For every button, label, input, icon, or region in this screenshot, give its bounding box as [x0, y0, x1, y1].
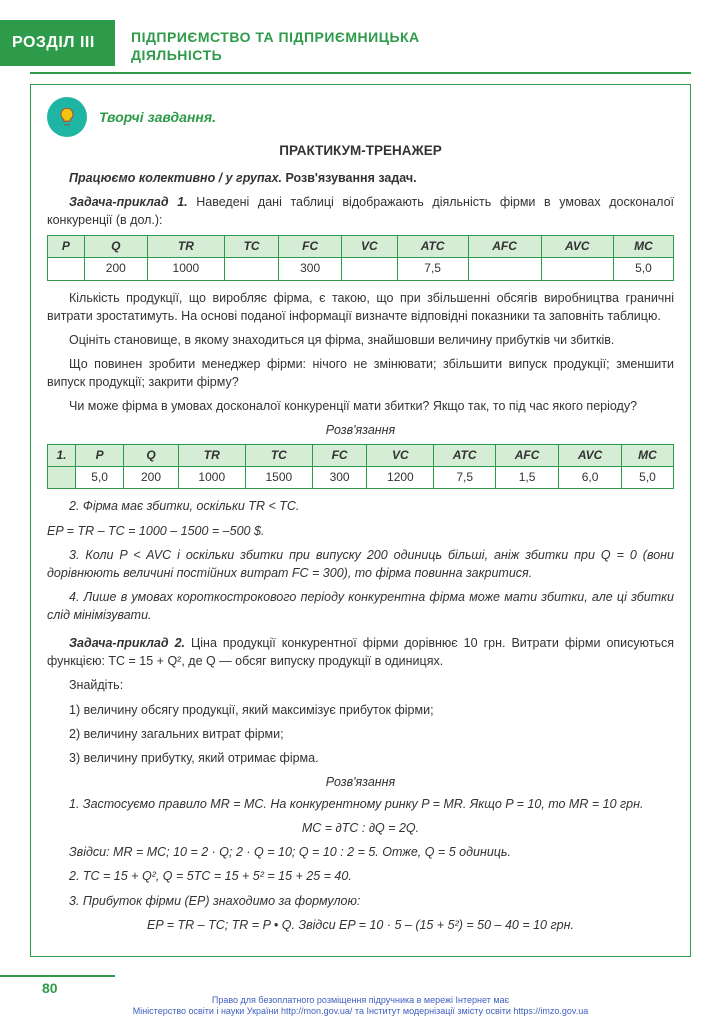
table-2: 1. P Q TR TC FC VC ATC AFC AVC MC 5,0 20… [47, 444, 674, 490]
task2-s2: 2. TC = 15 + Q², Q = 5TC = 15 + 5² = 15 … [47, 867, 674, 885]
th: FC [312, 444, 367, 466]
td: 1,5 [495, 466, 558, 488]
task1-p1: Кількість продукції, що виробляє фірма, … [47, 289, 674, 325]
content-box: Творчі завдання. ПРАКТИКУМ-ТРЕНАЖЕР Прац… [30, 84, 691, 957]
creative-task-header: Творчі завдання. [47, 97, 674, 137]
td [468, 258, 541, 280]
th: TC [225, 235, 279, 257]
task2-s3: 3. Прибуток фірми (EP) знаходимо за форм… [47, 892, 674, 910]
td [225, 258, 279, 280]
th: AVC [541, 235, 613, 257]
task1-intro: Задача-приклад 1. Наведені дані таблиці … [47, 193, 674, 229]
td: 200 [124, 466, 179, 488]
task2-find: Знайдіть: [47, 676, 674, 694]
th: Q [84, 235, 147, 257]
page-root: РОЗДІЛ ІІІ ПІДПРИЄМСТВО ТА ПІДПРИЄМНИЦЬК… [0, 0, 721, 1006]
td: 300 [279, 258, 342, 280]
page-number: 80 [0, 980, 691, 996]
footer-line1: Право для безоплатного розміщення підруч… [0, 995, 721, 1007]
th: FC [279, 235, 342, 257]
task1-s4: 4. Лише в умовах короткострокового періо… [47, 588, 674, 624]
td: 1500 [245, 466, 312, 488]
task2-intro: Задача-приклад 2. Ціна продукції конкуре… [47, 634, 674, 670]
td [541, 258, 613, 280]
td: 1000 [147, 258, 224, 280]
th: ATC [397, 235, 468, 257]
task2-s1: 1. Застосуємо правило MR = MC. На конкур… [47, 795, 674, 813]
td: 1000 [178, 466, 245, 488]
td-rownum [48, 466, 76, 488]
task1-p2: Оцініть становище, в якому знаходиться ц… [47, 331, 674, 349]
task1-s2b: EP = TR – TC = 1000 – 1500 = –500 $. [47, 522, 674, 540]
group-work-line: Працюємо колективно / у групах. Розв'язу… [47, 169, 674, 187]
td: 300 [312, 466, 367, 488]
th: VC [367, 444, 434, 466]
task2-i3: 3) величину прибутку, який отримає фірма… [47, 749, 674, 767]
task1-s2: 2. Фірма має збитки, оскільки TR < TC. [47, 497, 674, 515]
td: 7,5 [397, 258, 468, 280]
th: ATC [434, 444, 496, 466]
th: MC [614, 235, 674, 257]
header-rule [30, 72, 691, 74]
page-number-block: 80 [0, 975, 691, 996]
th: Q [124, 444, 179, 466]
task1-s3: 3. Коли P < AVC і оскільки збитки при ви… [47, 546, 674, 582]
th: TR [147, 235, 224, 257]
task2-eq1: MC = ∂TC : ∂Q = 2Q. [47, 819, 674, 837]
practicum-title: ПРАКТИКУМ-ТРЕНАЖЕР [47, 141, 674, 161]
td [48, 258, 85, 280]
th-rownum: 1. [48, 444, 76, 466]
td [342, 258, 398, 280]
chapter-title-line2: ДІЯЛЬНІСТЬ [131, 47, 222, 63]
table-row: 5,0 200 1000 1500 300 1200 7,5 1,5 6,0 5… [48, 466, 674, 488]
th: P [48, 235, 85, 257]
footer-line2: Міністерство освіти і науки України http… [0, 1006, 721, 1018]
table-row: P Q TR TC FC VC ATC AFC AVC MC [48, 235, 674, 257]
task2-label: Задача-приклад 2. [69, 636, 185, 650]
td: 5,0 [614, 258, 674, 280]
lightbulb-icon [47, 97, 87, 137]
td: 6,0 [559, 466, 622, 488]
th: TR [178, 444, 245, 466]
th: AVC [559, 444, 622, 466]
td: 5,0 [621, 466, 673, 488]
solution-label-2: Розв'язання [47, 773, 674, 791]
section-tab: РОЗДІЛ ІІІ [0, 20, 115, 66]
task2-i1: 1) величину обсягу продукції, який макси… [47, 701, 674, 719]
solution-label-1: Розв'язання [47, 421, 674, 439]
task1-p3: Що повинен зробити менеджер фірми: нічог… [47, 355, 674, 391]
th: VC [342, 235, 398, 257]
chapter-title-line1: ПІДПРИЄМСТВО ТА ПІДПРИЄМНИЦЬКА [131, 29, 420, 45]
task2-s1b: Звідси: MR = MC; 10 = 2 · Q; 2 · Q = 10;… [47, 843, 674, 861]
td: 200 [84, 258, 147, 280]
table-row: 200 1000 300 7,5 5,0 [48, 258, 674, 280]
task1-label: Задача-приклад 1. [69, 195, 188, 209]
th: MC [621, 444, 673, 466]
page-header: РОЗДІЛ ІІІ ПІДПРИЄМСТВО ТА ПІДПРИЄМНИЦЬК… [30, 20, 691, 66]
group-work-label: Працюємо колективно / у групах. [69, 171, 282, 185]
chapter-title: ПІДПРИЄМСТВО ТА ПІДПРИЄМНИЦЬКА ДІЯЛЬНІСТ… [115, 20, 420, 66]
th: AFC [495, 444, 558, 466]
task1-p4: Чи може фірма в умовах досконалої конкур… [47, 397, 674, 415]
solving-label: Розв'язування задач. [286, 171, 417, 185]
th: P [76, 444, 124, 466]
task2-eq2: EP = TR – TC; TR = P • Q. Звідси EP = 10… [47, 916, 674, 934]
section-label: РОЗДІЛ ІІІ [12, 34, 95, 52]
task2-i2: 2) величину загальних витрат фірми; [47, 725, 674, 743]
creative-title: Творчі завдання. [99, 107, 216, 127]
td: 1200 [367, 466, 434, 488]
th: TC [245, 444, 312, 466]
th: AFC [468, 235, 541, 257]
td: 5,0 [76, 466, 124, 488]
td: 7,5 [434, 466, 496, 488]
footer: Право для безоплатного розміщення підруч… [0, 995, 721, 1018]
table-row: 1. P Q TR TC FC VC ATC AFC AVC MC [48, 444, 674, 466]
page-number-rule [0, 975, 115, 977]
table-1: P Q TR TC FC VC ATC AFC AVC MC 200 1000 … [47, 235, 674, 281]
